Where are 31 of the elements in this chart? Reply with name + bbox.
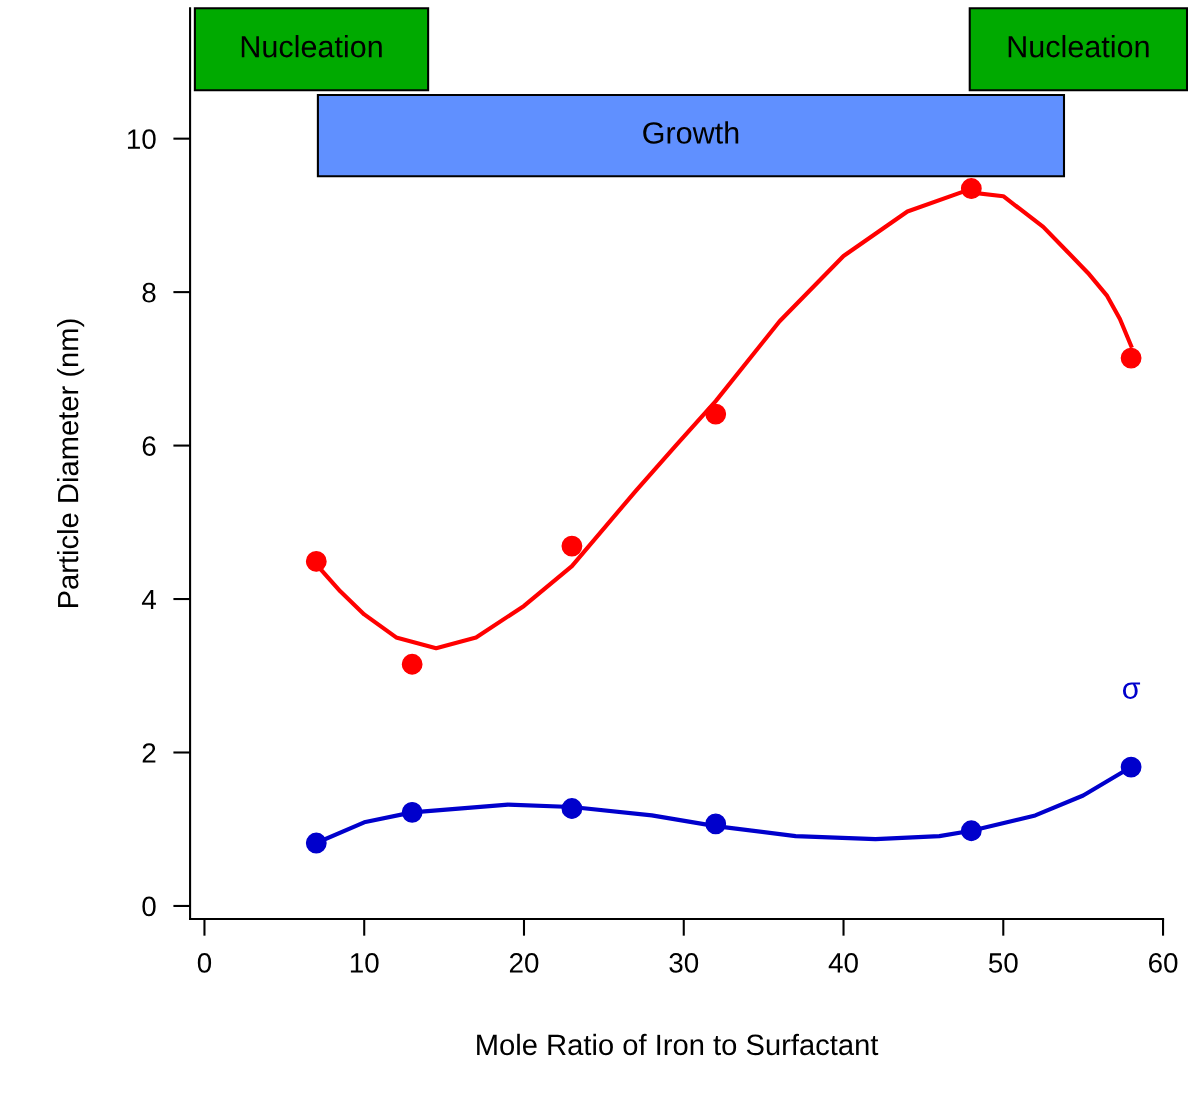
point	[561, 798, 583, 819]
y-tick-label: 10	[127, 129, 156, 149]
y-tick-label: 8	[142, 282, 156, 303]
x-tick-label: 60	[1149, 953, 1178, 973]
x-tick-label: 50	[988, 953, 1018, 973]
y-tick-label: 0	[142, 896, 156, 917]
x-axis-title: Mole Ratio of Iron to Surfactant	[477, 1033, 879, 1056]
y-tick-label: 2	[142, 743, 156, 763]
band-label: Nucleation	[1008, 35, 1149, 58]
series-label: σ	[1122, 682, 1141, 699]
y-axis-title: Particle Diameter (nm)	[57, 319, 85, 608]
point	[305, 551, 327, 572]
x-tick-label: 30	[669, 953, 699, 973]
x-tick-label: 10	[350, 953, 379, 973]
y-tick-label: 6	[142, 436, 156, 456]
x-tick-label: 20	[509, 953, 539, 973]
band-label: Nucleation	[241, 35, 382, 58]
band-label: Growth	[643, 121, 739, 144]
point	[401, 653, 423, 675]
x-tick-label: 40	[828, 953, 858, 973]
y-tick-label: 4	[141, 589, 156, 610]
point	[401, 801, 423, 823]
point	[305, 832, 327, 854]
point	[1120, 756, 1142, 778]
point	[1120, 347, 1142, 369]
point	[960, 178, 982, 199]
point	[960, 820, 982, 842]
point	[561, 535, 583, 557]
point	[705, 403, 727, 425]
point	[705, 813, 727, 835]
x-tick-label: 0	[197, 953, 212, 973]
